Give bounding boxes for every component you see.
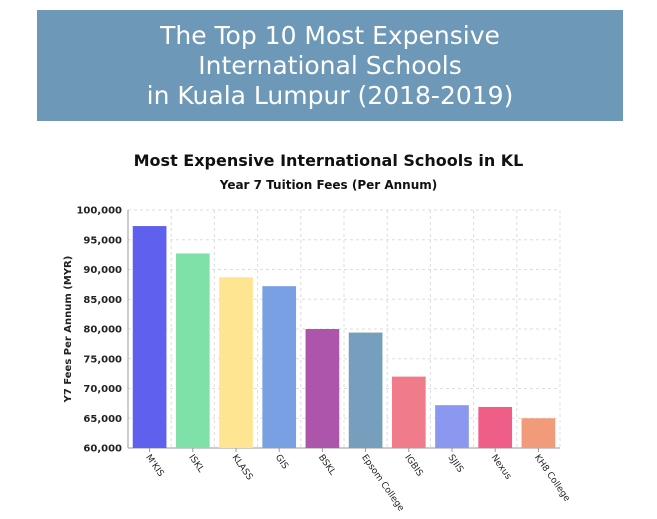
bar	[262, 286, 297, 448]
y-tick-label: 85,000	[83, 295, 122, 306]
y-tick-label: 60,000	[83, 444, 122, 455]
header-banner: The Top 10 Most Expensive International …	[37, 10, 623, 121]
y-tick-label: 90,000	[83, 265, 122, 276]
x-tick-label: KH8 College	[532, 453, 572, 504]
y-tick-label: 75,000	[83, 354, 122, 365]
chart-title: Most Expensive International Schools in …	[133, 151, 524, 170]
bar	[219, 277, 253, 448]
y-tick-label: 80,000	[83, 325, 122, 336]
x-tick-label: Nexus	[489, 453, 513, 482]
banner-title-line-2: International Schools	[198, 50, 462, 80]
bar	[478, 406, 513, 448]
bar	[175, 253, 210, 448]
x-tick-label: SJIIS	[446, 453, 465, 475]
y-tick-label: 65,000	[83, 414, 122, 425]
bar	[348, 332, 383, 448]
y-axis-label: Y7 Fees Per Annum (MYR)	[63, 256, 74, 404]
y-tick-label: 70,000	[83, 384, 122, 395]
bar	[305, 329, 340, 448]
chart-subtitle: Year 7 Tuition Fees (Per Annum)	[219, 178, 438, 192]
x-tick-label: Epsom College	[359, 453, 406, 514]
bar	[391, 376, 426, 448]
bar	[521, 418, 556, 448]
x-tick-label: ISKL	[186, 453, 205, 475]
banner-title-line-3: in Kuala Lumpur (2018-2019)	[146, 80, 514, 110]
y-tick-label: 100,000	[76, 206, 122, 217]
bar	[435, 405, 469, 448]
x-tick-label: KLASS	[230, 453, 255, 482]
banner-title-line-1: The Top 10 Most Expensive	[160, 20, 500, 50]
bar	[132, 226, 167, 448]
y-tick-label: 95,000	[83, 235, 122, 246]
x-tick-label: BSKL	[316, 453, 337, 477]
x-tick-label: M'KIS	[143, 453, 165, 479]
x-tick-label: GIS	[273, 453, 290, 472]
x-tick-label: IGBIS	[402, 453, 424, 479]
